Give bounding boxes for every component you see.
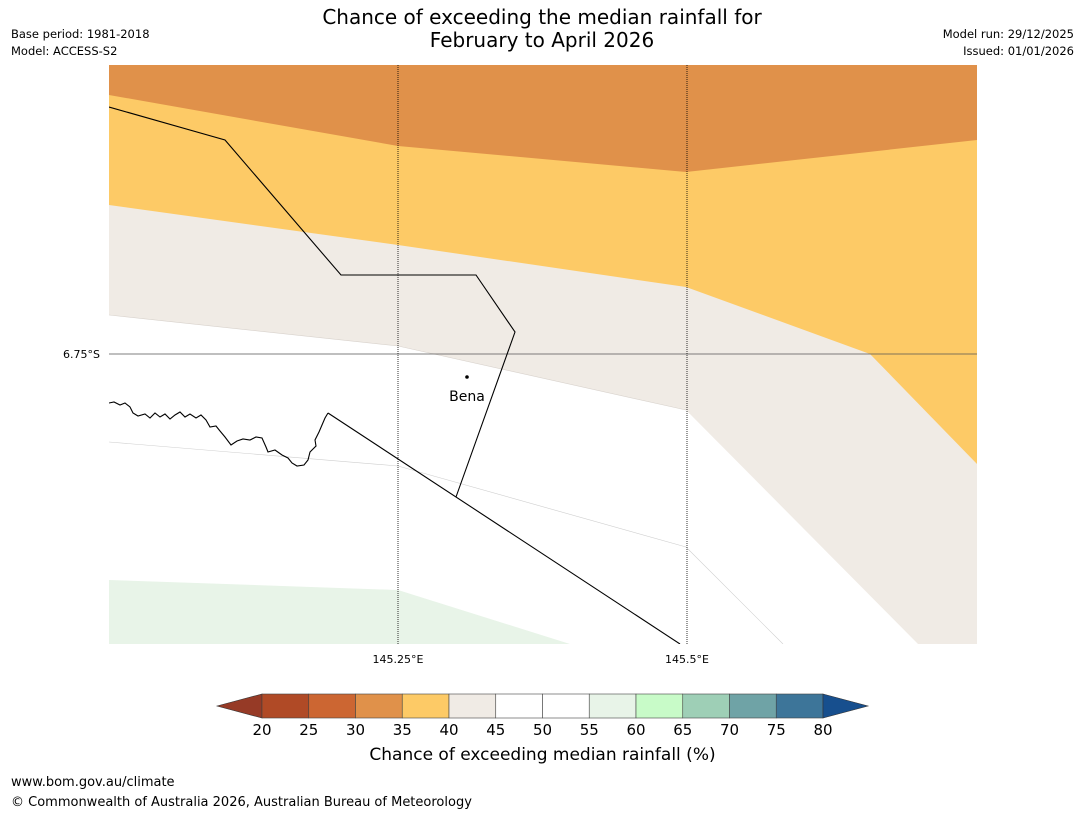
title-line-1: Chance of exceeding the median rainfall … xyxy=(322,5,762,29)
colorbar-tick-label: 30 xyxy=(346,721,365,739)
colorbar-tick-label: 75 xyxy=(767,721,786,739)
colorbar-tick-label: 65 xyxy=(673,721,692,739)
model-run: Model run: 29/12/2025 xyxy=(942,27,1074,41)
colorbar-tick-label: 55 xyxy=(580,721,599,739)
colorbar-tick-label: 25 xyxy=(299,721,318,739)
colorbar-cell xyxy=(542,693,590,719)
run-info: Model run: 29/12/2025 Issued: 01/01/2026 xyxy=(943,26,1074,60)
model-name: Model: ACCESS-S2 xyxy=(11,44,118,58)
colorbar-cell xyxy=(729,693,777,719)
colorbar-cell xyxy=(775,693,824,719)
band-35-40 xyxy=(109,65,977,464)
province-boundary xyxy=(109,106,516,498)
title-line-2: February to April 2026 xyxy=(429,28,655,52)
colorbar-tick-label: 60 xyxy=(626,721,645,739)
colorbar-over-arrow xyxy=(822,693,870,719)
colorbar-cell xyxy=(355,693,403,719)
province-boundary xyxy=(327,412,681,644)
colorbar-cell xyxy=(635,693,684,719)
town-label: Bena xyxy=(449,389,485,405)
colorbar-cell xyxy=(588,693,637,719)
base-period: Base period: 1981-2018 xyxy=(11,27,150,41)
colorbar-ticks: 20 25 30 35 40 45 50 55 60 65 70 75 80 xyxy=(252,721,832,739)
town-marker xyxy=(465,375,469,379)
longitude-label: 145.25°E xyxy=(373,653,424,666)
map-title: Chance of exceeding the median rainfall … xyxy=(242,6,842,52)
model-info: Base period: 1981-2018 Model: ACCESS-S2 xyxy=(11,26,150,60)
colorbar-tick-label: 50 xyxy=(533,721,552,739)
issued-date: Issued: 01/01/2026 xyxy=(963,44,1074,58)
band-55-60 xyxy=(109,580,570,644)
colorbar-cell xyxy=(448,693,497,719)
colorbar-cell xyxy=(261,693,310,719)
colorbar-tick-label: 70 xyxy=(720,721,739,739)
colorbar-tick-label: 80 xyxy=(813,721,832,739)
colorbar: 20 25 30 35 40 45 50 55 60 65 70 75 80 xyxy=(215,693,870,739)
colorbar-cell xyxy=(401,693,450,719)
colorbar-under-arrow xyxy=(215,693,263,719)
colorbar-tick-label: 35 xyxy=(393,721,412,739)
footer-copyright: © Commonwealth of Australia 2026, Austra… xyxy=(11,795,472,810)
latitude-label: 6.75°S xyxy=(63,348,100,361)
colorbar-label: Chance of exceeding median rainfall (%) xyxy=(369,745,716,765)
map-area xyxy=(109,65,977,644)
colorbar-tick-label: 40 xyxy=(439,721,458,739)
band-30-35 xyxy=(109,65,977,172)
colorbar-cells xyxy=(261,693,824,719)
colorbar-cell xyxy=(308,693,356,719)
footer-url: www.bom.gov.au/climate xyxy=(11,775,175,790)
colorbar-tick-label: 20 xyxy=(252,721,271,739)
river-line xyxy=(109,401,329,467)
longitude-label: 145.5°E xyxy=(665,653,709,666)
colorbar-cell xyxy=(495,693,543,719)
colorbar-tick-label: 45 xyxy=(486,721,505,739)
grid-cell-edge xyxy=(109,441,784,644)
colorbar-cell xyxy=(682,693,730,719)
